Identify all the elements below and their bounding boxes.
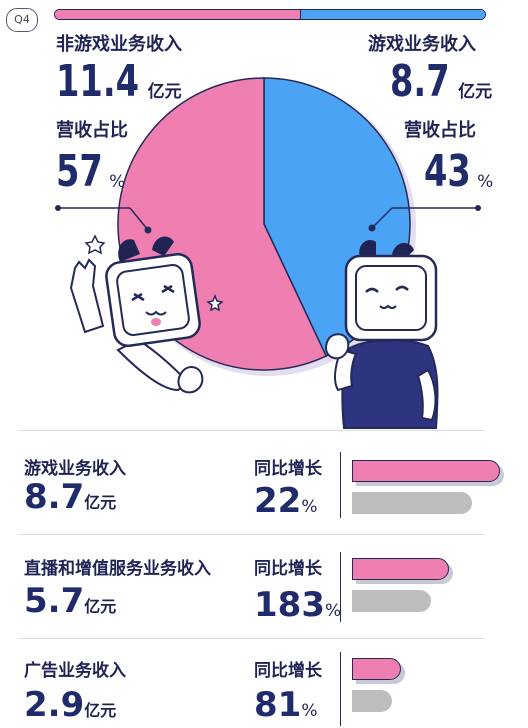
right-value-group: 8.7 亿元	[390, 60, 492, 104]
right-unit: 亿元	[458, 82, 493, 102]
row-2-growth-group: 183%	[254, 588, 341, 622]
row-3-value: 2.9	[24, 685, 85, 725]
row-1-growth-group: 22%	[254, 484, 317, 518]
row-2-label: 直播和增值服务业务收入	[24, 559, 211, 579]
row-1-unit: 亿元	[84, 493, 117, 512]
row-3-growth-unit: %	[301, 701, 318, 721]
row-3-label: 广告业务收入	[24, 661, 126, 681]
row-2-growth-unit: %	[324, 601, 342, 621]
row-2-growth-label: 同比增长	[254, 559, 322, 579]
row-2-value: 5.7	[24, 581, 85, 621]
left-value: 11.4	[56, 56, 140, 107]
revenue-bar	[352, 460, 500, 482]
left-value-group: 11.4 亿元	[56, 60, 182, 104]
revenue-bar	[352, 558, 449, 580]
row-2-axis	[340, 552, 341, 622]
row-3-growth-value: 81	[254, 685, 302, 725]
row-2-growth-value: 183	[254, 585, 325, 625]
right-share-unit: %	[477, 172, 494, 192]
right-pointer	[368, 205, 481, 232]
row-2-unit: 亿元	[84, 597, 117, 616]
row-1-value-group: 8.7亿元	[24, 480, 116, 514]
right-character-illustration	[325, 239, 439, 429]
row-3-growth-label: 同比增长	[254, 661, 322, 681]
growth-bar	[352, 590, 431, 612]
row-1-growth-label: 同比增长	[254, 459, 322, 479]
row-3-growth-group: 81%	[254, 688, 317, 722]
share-bar-left	[55, 10, 302, 19]
row-1-growth-value: 22	[254, 481, 302, 521]
left-share-value: 57	[56, 146, 103, 197]
divider	[18, 430, 484, 431]
pie-chart	[55, 77, 481, 429]
quarter-badge: Q4	[6, 8, 38, 32]
share-bar	[54, 9, 486, 20]
left-unit: 亿元	[147, 82, 182, 102]
row-1-value: 8.7	[24, 477, 85, 517]
row-2-value-group: 5.7亿元	[24, 584, 116, 618]
left-share-group: 57 %	[56, 150, 125, 194]
row-3-value-group: 2.9亿元	[24, 688, 116, 722]
left-character-illustration	[69, 234, 224, 394]
left-share-label: 营收占比	[56, 120, 128, 141]
revenue-bar	[352, 658, 402, 680]
right-value: 8.7	[390, 56, 450, 107]
divider	[18, 534, 484, 535]
row-3-axis	[340, 652, 341, 726]
growth-bar	[352, 492, 472, 514]
right-label: 游戏业务收入	[368, 34, 476, 55]
left-label: 非游戏业务收入	[56, 34, 182, 55]
share-bar-right	[301, 10, 485, 19]
row-1-axis	[340, 452, 341, 518]
right-share-value: 43	[424, 146, 471, 197]
left-pointer	[55, 205, 152, 234]
growth-bar	[352, 690, 392, 712]
row-1-growth-unit: %	[301, 497, 318, 517]
left-share-unit: %	[109, 172, 126, 192]
right-share-label: 营收占比	[404, 120, 476, 141]
right-share-group: 43 %	[424, 150, 493, 194]
row-3-unit: 亿元	[84, 701, 117, 720]
row-1-label: 游戏业务收入	[24, 459, 126, 479]
divider	[18, 638, 484, 639]
